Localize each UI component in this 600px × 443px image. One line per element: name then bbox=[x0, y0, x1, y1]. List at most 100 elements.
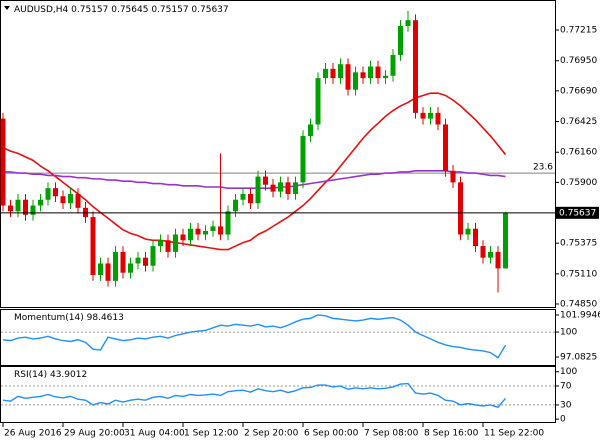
x-tick-label: 8 Sep 16:00 bbox=[424, 429, 479, 439]
candle-body bbox=[0, 118, 6, 206]
candle-body bbox=[435, 112, 441, 125]
candle-body bbox=[413, 20, 418, 113]
candle-body bbox=[233, 199, 238, 212]
candle-body bbox=[428, 112, 433, 119]
candle-body bbox=[68, 193, 73, 204]
candle-body bbox=[315, 78, 321, 125]
candle-body bbox=[210, 226, 216, 232]
candle-body bbox=[398, 25, 403, 55]
y-tick-label: 70 bbox=[560, 381, 572, 391]
candle-body bbox=[105, 263, 111, 281]
y-tick-label: 101.9946 bbox=[560, 311, 600, 321]
candle-body bbox=[480, 246, 486, 258]
candle-body bbox=[195, 228, 201, 235]
header-value: 0.75157 bbox=[71, 5, 108, 15]
candle-body bbox=[75, 193, 81, 208]
panel-title: RSI(14) bbox=[14, 370, 47, 380]
x-tick-label: 26 Aug 2016 bbox=[4, 429, 62, 439]
candle-body bbox=[128, 263, 133, 273]
x-tick-label: 1 Sep 12:00 bbox=[184, 429, 239, 439]
y-tick-label: 0.74850 bbox=[560, 299, 597, 309]
x-tick-label: 2 Sep 20:00 bbox=[244, 429, 299, 439]
candle-body bbox=[323, 68, 328, 79]
y-tick-label: 0.76690 bbox=[560, 86, 597, 96]
y-tick-label: 97.0825 bbox=[560, 353, 597, 363]
x-tick-label: 11 Sep 22:00 bbox=[484, 429, 544, 439]
candle-body bbox=[263, 176, 268, 185]
candle-body bbox=[150, 246, 156, 266]
header-value: 0.75645 bbox=[111, 5, 148, 15]
candle-body bbox=[240, 193, 246, 200]
header-value: 43.9012 bbox=[50, 370, 87, 380]
candle-body bbox=[390, 54, 396, 76]
panel-header: RSI(14) 43.9012 bbox=[14, 370, 87, 380]
candle-body bbox=[503, 212, 508, 269]
candle-body bbox=[8, 205, 13, 212]
x-tick-label: 6 Sep 00:00 bbox=[304, 429, 359, 439]
candle-body bbox=[443, 124, 448, 171]
candle-body bbox=[293, 182, 298, 194]
level-label: 23.6 bbox=[533, 163, 553, 173]
candle-body bbox=[165, 240, 171, 252]
y-tick-label: 100 bbox=[560, 367, 577, 377]
candle-body bbox=[188, 228, 193, 241]
last-price-label: 0.75637 bbox=[559, 208, 596, 218]
candle-body bbox=[488, 251, 493, 258]
candle-body bbox=[143, 257, 148, 266]
candle-body bbox=[225, 211, 231, 235]
candle-body bbox=[360, 72, 366, 79]
candle-body bbox=[218, 226, 223, 235]
candle-body bbox=[330, 68, 336, 79]
candle-body bbox=[473, 228, 478, 247]
panel-title: Momentum(14) bbox=[14, 313, 84, 323]
candle-body bbox=[278, 182, 283, 192]
candle-body bbox=[98, 263, 103, 276]
header-value: 0.75637 bbox=[191, 5, 228, 15]
candle-body bbox=[173, 234, 178, 252]
indicator-line bbox=[2, 314, 507, 359]
x-tick-label: 7 Sep 08:00 bbox=[364, 429, 419, 439]
candle-body bbox=[38, 199, 43, 206]
moving-average bbox=[3, 169, 506, 189]
candle-body bbox=[450, 170, 456, 183]
candle-body bbox=[203, 231, 208, 235]
candle-body bbox=[420, 112, 426, 119]
candle-body bbox=[180, 234, 186, 241]
candle-body bbox=[353, 72, 358, 90]
candle-body bbox=[53, 188, 58, 197]
candle-body bbox=[495, 251, 501, 269]
indicator-line bbox=[2, 382, 507, 409]
last-price-box bbox=[556, 206, 599, 219]
y-tick-label: 0.76950 bbox=[560, 56, 597, 66]
candle-body bbox=[158, 240, 163, 247]
candle-body bbox=[45, 188, 51, 200]
candle-body bbox=[135, 257, 141, 264]
y-tick-label: 0.75900 bbox=[560, 178, 597, 188]
x-tick-label: 29 Aug 20:00 bbox=[64, 429, 125, 439]
y-tick-label: 0.75110 bbox=[560, 269, 597, 279]
x-tick-label: 31 Aug 04:00 bbox=[124, 429, 185, 439]
menu-arrow[interactable] bbox=[4, 6, 10, 10]
candle-body bbox=[285, 182, 291, 194]
momentum-panel bbox=[0, 309, 556, 366]
candle-body bbox=[458, 182, 463, 235]
candle-body bbox=[120, 251, 126, 273]
header-value: 0.75157 bbox=[151, 5, 188, 15]
candle-body bbox=[375, 66, 381, 79]
candle-body bbox=[248, 193, 253, 204]
header-value: 98.4613 bbox=[87, 313, 124, 323]
candle-body bbox=[23, 199, 28, 215]
y-tick-label: 100 bbox=[560, 328, 577, 338]
panel-header: Momentum(14) 98.4613 bbox=[14, 313, 124, 323]
candle-body bbox=[15, 199, 21, 212]
y-tick-label: 0.76425 bbox=[560, 117, 597, 127]
panel-title: AUDUSD,H4 bbox=[14, 5, 69, 15]
moving-average bbox=[2, 92, 507, 251]
candle-body bbox=[383, 75, 388, 79]
candle-body bbox=[345, 64, 351, 90]
candle-body bbox=[465, 228, 471, 235]
y-tick-label: 0.76160 bbox=[560, 148, 597, 158]
candle-body bbox=[90, 217, 96, 276]
